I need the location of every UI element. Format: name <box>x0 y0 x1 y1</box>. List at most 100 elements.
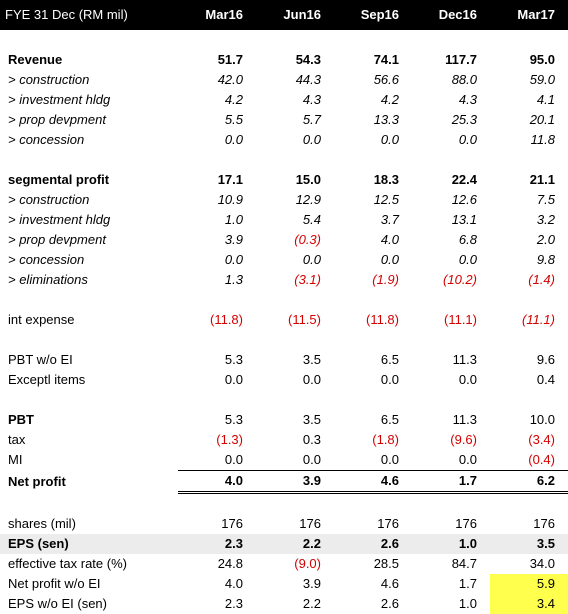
row-value: 7.5 <box>536 192 555 207</box>
row-value: 6.5 <box>380 412 399 427</box>
table-row: shares (mil) 176 176 176 176 176 <box>0 514 568 534</box>
table-row: Net profit w/o EI 4.0 3.9 4.6 1.7 5.9 <box>0 574 568 594</box>
row-value: 28.5 <box>373 556 399 571</box>
row-value: 4.0 <box>224 576 243 591</box>
row-value: 2.2 <box>302 596 321 611</box>
row-value: (0.4) <box>528 452 555 467</box>
row-label: > prop devpment <box>8 232 106 247</box>
row-value: 51.7 <box>217 52 243 67</box>
row-value: 176 <box>221 516 243 531</box>
spacer-row <box>0 493 568 515</box>
header-quarter: Jun16 <box>256 0 334 30</box>
row-value: 0.0 <box>302 452 321 467</box>
row-value: (1.8) <box>372 432 399 447</box>
row-value: 0.0 <box>458 252 477 267</box>
table-row: > investment hldg 4.2 4.3 4.2 4.3 4.1 <box>0 90 568 110</box>
row-value: 11.8 <box>530 132 555 147</box>
row-label: Exceptl items <box>8 372 86 387</box>
row-value: 4.6 <box>380 576 399 591</box>
spacer-row <box>0 150 568 170</box>
row-value: 0.0 <box>224 252 243 267</box>
row-value: 54.3 <box>295 52 321 67</box>
row-value: (11.1) <box>522 312 555 327</box>
row-label: Revenue <box>8 52 63 67</box>
table-row: segmental profit 17.1 15.0 18.3 22.4 21.1 <box>0 170 568 190</box>
row-value: 95.0 <box>529 52 555 67</box>
table-row: Net profit 4.0 3.9 4.6 1.7 6.2 <box>0 470 568 494</box>
table-row: > investment hldg 1.0 5.4 3.7 13.1 3.2 <box>0 210 568 230</box>
row-value: 0.0 <box>380 132 399 147</box>
row-value: 5.3 <box>224 412 243 427</box>
row-value: 20.1 <box>529 112 555 127</box>
row-value: 34.0 <box>529 556 555 571</box>
table-row: PBT 5.3 3.5 6.5 11.3 10.0 <box>0 410 568 430</box>
table-row: > construction 10.9 12.9 12.5 12.6 7.5 <box>0 190 568 210</box>
spacer-cell <box>0 150 568 170</box>
row-value: 1.0 <box>224 212 243 227</box>
row-value: (11.8) <box>366 312 399 327</box>
row-value: 6.8 <box>458 232 477 247</box>
row-label: EPS (sen) <box>0 534 178 554</box>
row-label: tax <box>8 432 26 447</box>
row-value: (1.9) <box>372 272 399 287</box>
row-value: 0.0 <box>302 372 321 387</box>
row-value: 176 <box>377 516 399 531</box>
row-value: 13.1 <box>451 212 477 227</box>
row-value: 13.3 <box>373 112 399 127</box>
row-value: 59.0 <box>529 72 555 87</box>
row-value: (11.8) <box>210 312 243 327</box>
row-label: > concession <box>8 132 85 147</box>
row-value: 10.9 <box>217 192 243 207</box>
row-value: 3.9 <box>302 576 321 591</box>
row-value: 0.0 <box>224 452 243 467</box>
row-value: 4.6 <box>334 470 412 494</box>
table-row: int expense (11.8) (11.5) (11.8) (11.1) (11.1… <box>0 310 568 330</box>
row-value: 1.7 <box>412 470 490 494</box>
header-row: FYE 31 Dec (RM mil) Mar16 Jun16 Sep16 De… <box>0 0 568 30</box>
row-label: MI <box>8 452 23 468</box>
row-value: (3.1) <box>294 272 321 287</box>
row-value: 1.0 <box>412 534 490 554</box>
row-value: 15.0 <box>295 172 321 187</box>
row-value: 4.2 <box>224 92 243 107</box>
row-value: 9.8 <box>536 252 555 267</box>
row-label: int expense <box>8 312 75 327</box>
row-value: (11.5) <box>288 312 321 327</box>
spacer-row <box>0 330 568 350</box>
row-value: 4.0 <box>178 470 256 494</box>
row-value: (3.4) <box>528 432 555 447</box>
row-value: 5.3 <box>224 352 243 367</box>
row-value: 11.3 <box>452 412 477 427</box>
table-row: > construction 42.0 44.3 56.6 88.0 59.0 <box>0 70 568 90</box>
row-value: 42.0 <box>217 72 243 87</box>
row-value: 176 <box>533 516 555 531</box>
table-row: EPS w/o EI (sen) 2.3 2.2 2.6 1.0 3.4 <box>0 594 568 614</box>
row-value: 2.2 <box>256 534 334 554</box>
row-label: > construction <box>8 192 90 207</box>
header-quarter: Dec16 <box>412 0 490 30</box>
row-label: segmental profit <box>8 172 110 187</box>
row-label: Net profit <box>8 473 66 489</box>
row-value: 1.7 <box>458 576 477 591</box>
spacer-row <box>0 290 568 310</box>
table-row: > concession 0.0 0.0 0.0 0.0 11.8 <box>0 130 568 150</box>
row-value: 117.7 <box>445 52 477 67</box>
row-value: 2.3 <box>178 534 256 554</box>
row-value: 5.5 <box>224 112 243 127</box>
row-value: 0.3 <box>302 432 321 447</box>
table-row: tax (1.3) 0.3 (1.8) (9.6) (3.4) <box>0 430 568 450</box>
row-value: 0.0 <box>380 372 399 387</box>
row-value: 74.1 <box>373 52 399 67</box>
table-row: PBT w/o EI 5.3 3.5 6.5 11.3 9.6 <box>0 350 568 370</box>
table-row: MI 0.0 0.0 0.0 0.0 (0.4) <box>0 450 568 471</box>
row-value: 0.4 <box>536 372 555 387</box>
row-value: 10.0 <box>529 412 555 427</box>
row-value: (9.0) <box>294 556 321 571</box>
row-value: 1.0 <box>458 596 477 611</box>
row-label: > prop devpment <box>8 112 106 127</box>
row-value: 12.5 <box>373 192 399 207</box>
row-label: > investment hldg <box>8 212 111 227</box>
row-value: 176 <box>455 516 477 531</box>
spacer-cell <box>0 390 568 410</box>
